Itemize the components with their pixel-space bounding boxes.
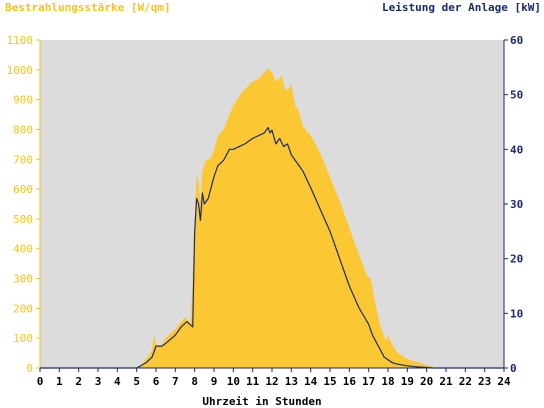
x-tick-label: 18	[381, 375, 394, 388]
x-tick-label: 21	[439, 375, 453, 388]
x-tick-label: 12	[265, 375, 278, 388]
x-tick-label: 16	[343, 375, 357, 388]
x-tick-label: 22	[459, 375, 472, 388]
x-tick-label: 4	[114, 375, 121, 388]
x-axis-title: Uhrzeit in Stunden	[202, 395, 321, 408]
y-left-tick-label: 1100	[7, 34, 34, 47]
y-left-tick-label: 300	[13, 273, 33, 286]
power-series	[40, 126, 504, 369]
power-line	[40, 126, 504, 369]
x-tick-label: 17	[362, 375, 375, 388]
x-tick-label: 14	[304, 375, 318, 388]
y-left-tick-label: 900	[13, 94, 33, 107]
x-tick-label: 6	[153, 375, 160, 388]
y-left-tick-label: 600	[13, 183, 33, 196]
x-tick-label: 5	[133, 375, 140, 388]
x-tick-label: 1	[56, 375, 63, 388]
y-left-tick-label: 800	[13, 123, 33, 136]
x-tick-label: 10	[227, 375, 240, 388]
irradiance-area	[40, 68, 504, 368]
x-tick-label: 19	[401, 375, 414, 388]
x-axis: 0 1 2 3 4 5 6 7 8 9 10 11 12 13 14 15 16 17 18 19 20 21 22 23 24	[37, 368, 511, 388]
x-tick-label: 9	[211, 375, 218, 388]
x-tick-label: 15	[323, 375, 336, 388]
x-tick-label: 24	[497, 375, 511, 388]
y-right-tick-label: 10	[510, 307, 523, 320]
y-left-tick-label: 700	[13, 153, 33, 166]
x-tick-label: 20	[420, 375, 433, 388]
y-right-tick-label: 20	[510, 253, 523, 266]
y-left-tick-label: 1000	[7, 64, 34, 77]
x-tick-label: 2	[75, 375, 82, 388]
y-left-tick-label: 500	[13, 213, 33, 226]
y-axis-left-title: Bestrahlungsstärke [W/qm]	[5, 1, 171, 14]
x-tick-label: 0	[37, 375, 44, 388]
y-axis-right-title: Leistung der Anlage [kW]	[382, 1, 541, 14]
x-tick-label: 3	[95, 375, 102, 388]
y-right-tick-label: 40	[510, 143, 523, 156]
y-left-tick-label: 100	[13, 332, 33, 345]
y-left-tick-label: 0	[26, 362, 33, 375]
y-right-tick-label: 50	[510, 89, 523, 102]
x-tick-label: 23	[478, 375, 491, 388]
y-left-tick-label: 200	[13, 302, 33, 315]
y-right-tick-label: 0	[510, 362, 517, 375]
x-tick-label: 8	[191, 375, 198, 388]
y-right-tick-label: 60	[510, 34, 523, 47]
y-axis-left: 0 100 200 300 400 500 600 700 800 900 1000 1100	[7, 34, 40, 375]
y-left-tick-label: 400	[13, 243, 33, 256]
x-tick-label: 13	[285, 375, 298, 388]
y-axis-right: 0 10 20 30 40 50 60	[504, 34, 523, 375]
x-tick-label: 11	[246, 375, 260, 388]
x-tick-label: 7	[172, 375, 179, 388]
y-right-tick-label: 30	[510, 198, 523, 211]
irradiance-series	[40, 68, 504, 368]
